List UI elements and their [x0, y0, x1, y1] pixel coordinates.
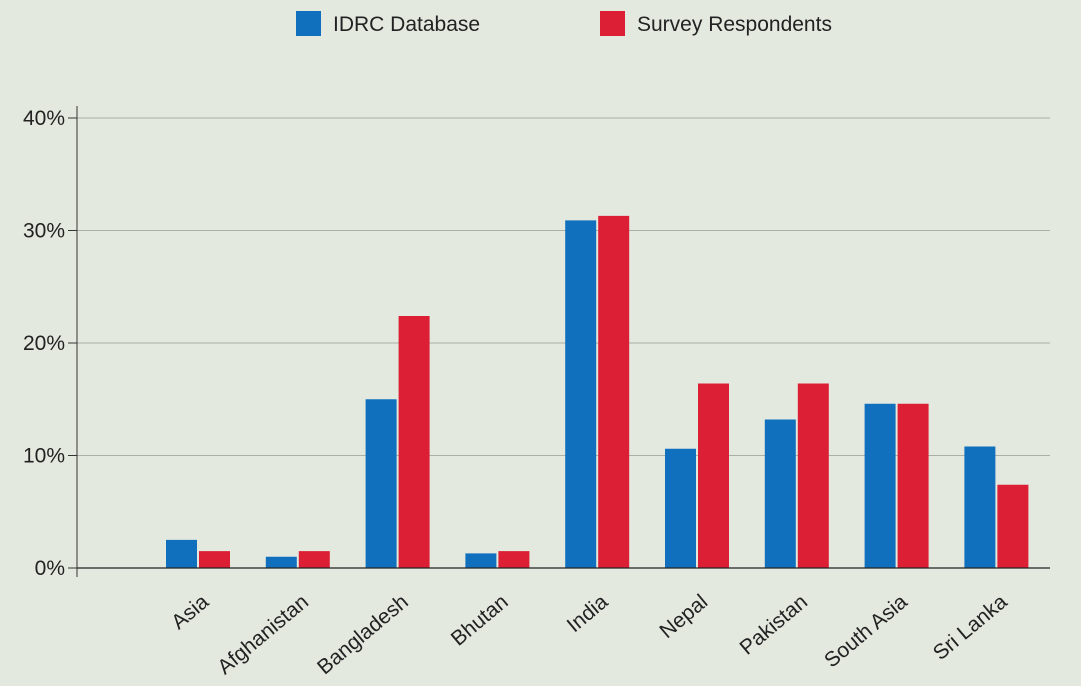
- x-tick-label: Bangladesh: [313, 590, 413, 679]
- bar-india-series-1: [565, 220, 597, 568]
- x-tick-label: Bhutan: [447, 590, 513, 650]
- y-tick-label: 20%: [23, 332, 65, 355]
- y-tick-label: 10%: [23, 445, 65, 468]
- bar-nepal-series-1: [665, 448, 696, 568]
- bar-bhutan-series-1: [465, 553, 497, 568]
- x-tick-label: Pakistan: [736, 590, 812, 659]
- bars: [166, 215, 1029, 568]
- bar-south-asia-series-2: [897, 403, 929, 568]
- bar-asia-series-1: [166, 539, 197, 568]
- bar-bangladesh-series-2: [398, 316, 430, 568]
- bar-india-series-2: [598, 215, 630, 568]
- legend-swatch-1: [296, 11, 321, 36]
- x-tick-label: Asia: [167, 590, 213, 634]
- x-tick-label: Nepal: [655, 590, 712, 643]
- bar-afghanistan-series-2: [298, 551, 330, 568]
- x-axis: Asia Afghanistan Bangladesh Bhutan India Nepa…: [77, 567, 1050, 679]
- x-tick-label: Sri Lanka: [929, 590, 1012, 665]
- bar-bangladesh-series-1: [365, 399, 397, 568]
- bar-nepal-series-2: [698, 383, 729, 568]
- bar-afghanistan-series-1: [265, 556, 297, 568]
- x-tick-label: India: [563, 590, 613, 637]
- x-tick-label: South Asia: [820, 590, 912, 672]
- bar-pakistan-series-1: [764, 419, 796, 568]
- x-tick-label: Afghanistan: [213, 590, 313, 679]
- bar-sri-lanka-series-1: [964, 446, 996, 568]
- bar-bhutan-series-2: [498, 551, 530, 568]
- bar-sri-lanka-series-2: [997, 484, 1029, 568]
- bar-pakistan-series-2: [797, 383, 829, 568]
- bar-south-asia-series-1: [864, 403, 896, 568]
- legend-label-2: Survey Respondents: [637, 13, 832, 36]
- legend-label-1: IDRC Database: [333, 13, 480, 36]
- legend: IDRC Database Survey Respondents: [296, 11, 832, 36]
- bar-asia-series-2: [199, 551, 230, 568]
- y-tick-label: 30%: [23, 220, 65, 243]
- y-axis: 0% 10% 20% 30% 40%: [23, 106, 78, 580]
- legend-swatch-2: [600, 11, 625, 36]
- y-tick-label: 0%: [35, 557, 65, 580]
- y-tick-label: 40%: [23, 107, 65, 130]
